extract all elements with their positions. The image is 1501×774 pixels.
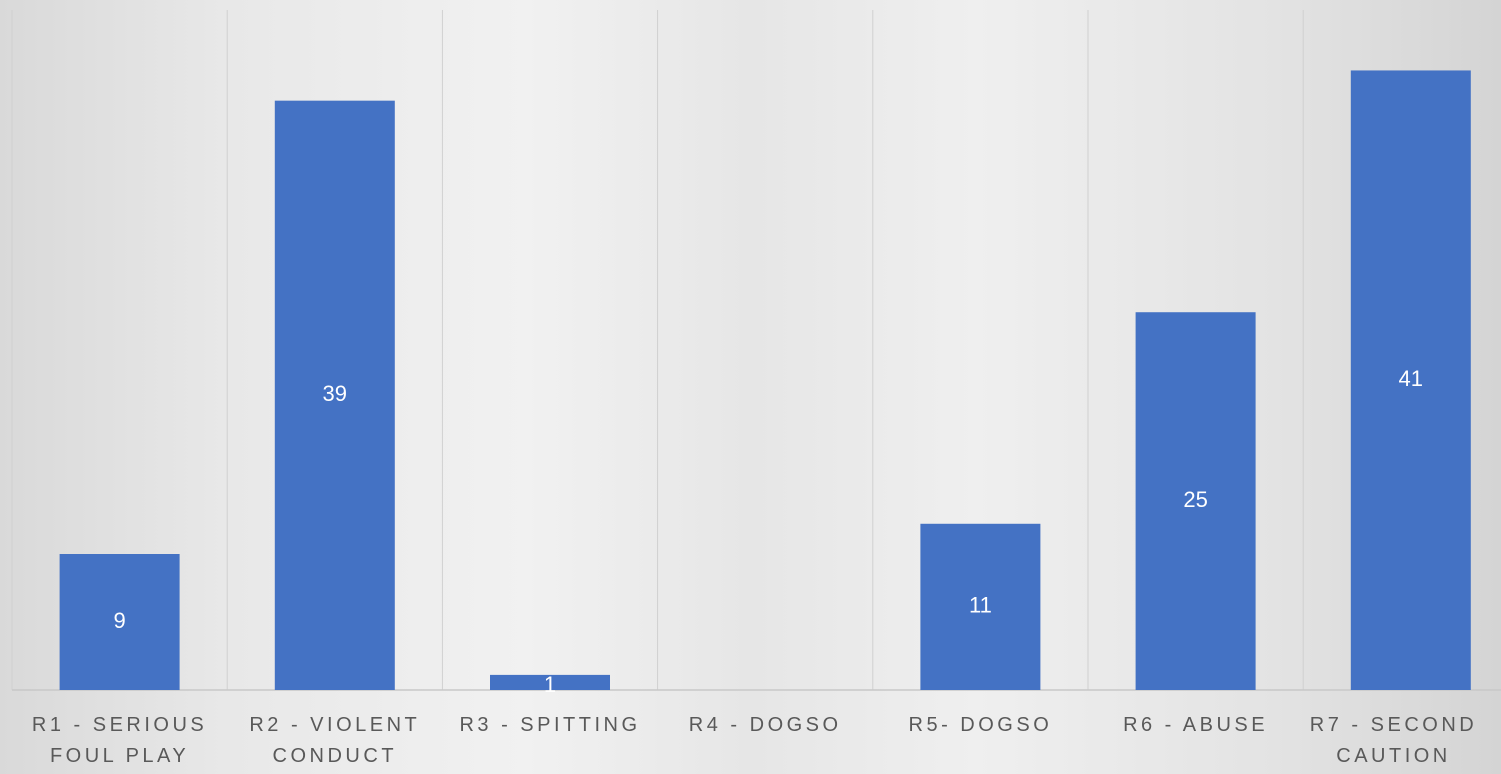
value-label: 41 — [1399, 366, 1423, 391]
x-tick-label: R7 - SECOND CAUTION — [1309, 714, 1478, 767]
x-tick-label: R5- DOGSO — [908, 714, 1053, 736]
x-tick-label: R2 - VIOLENT CONDUCT — [249, 714, 421, 767]
bar — [920, 523, 1041, 690]
bar — [274, 100, 395, 690]
x-tick-label: R4 - DOGSO — [688, 714, 842, 736]
value-label: 39 — [323, 381, 347, 406]
x-tick-label: R3 - SPITTING — [459, 714, 641, 736]
value-label: 1 — [544, 672, 556, 697]
bar — [59, 554, 180, 690]
value-label: 11 — [969, 593, 992, 618]
x-tick-label: R6 - ABUSE — [1123, 714, 1269, 736]
bar — [1135, 312, 1256, 690]
bar — [1350, 70, 1471, 690]
value-label: 9 — [113, 608, 125, 633]
x-tick-label: R1 - SERIOUS FOUL PLAY — [31, 714, 208, 767]
value-label: 25 — [1183, 487, 1207, 512]
bar — [490, 674, 610, 690]
